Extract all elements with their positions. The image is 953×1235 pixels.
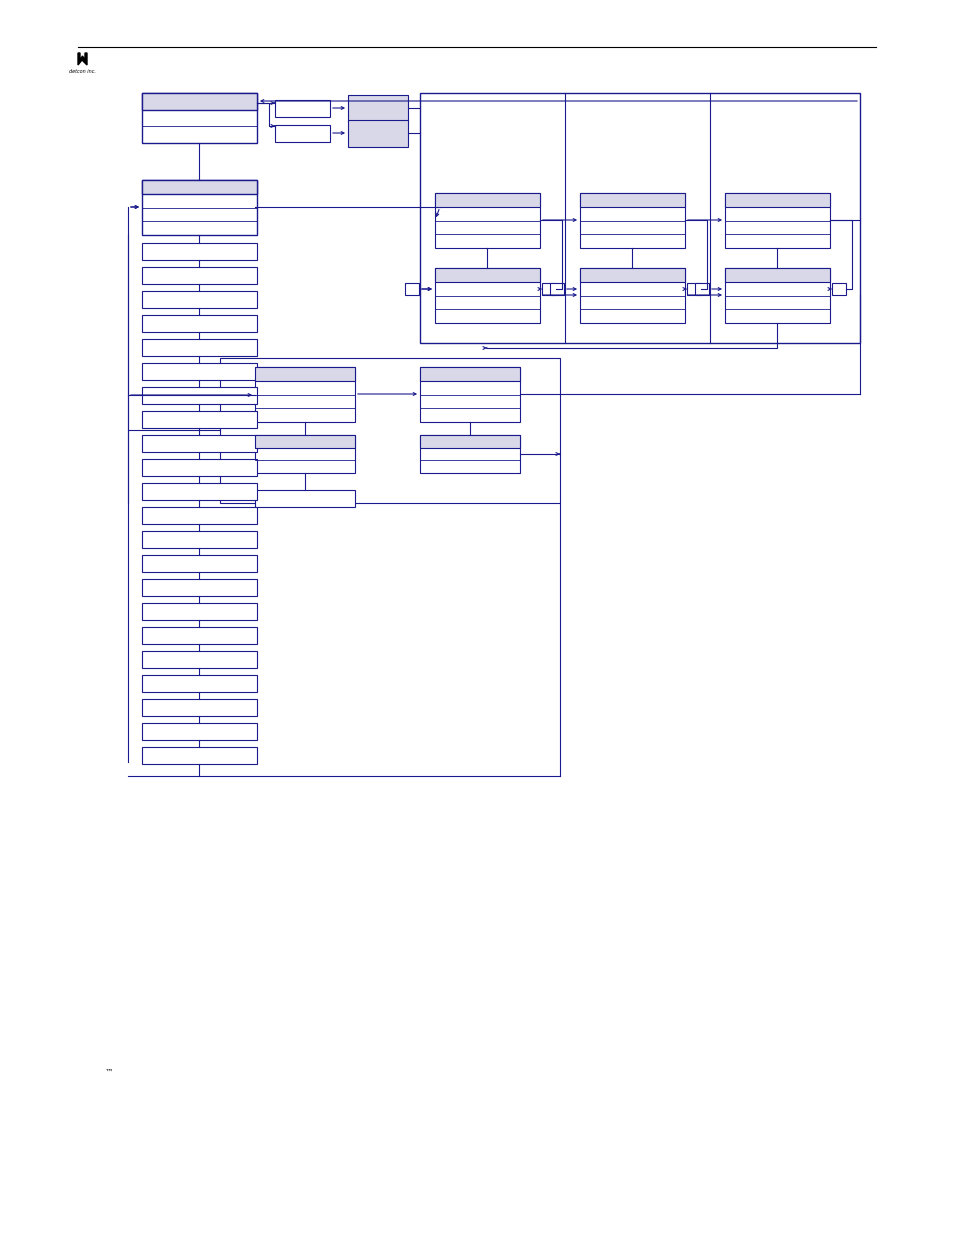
Bar [142, 459, 256, 475]
Bar [435, 193, 539, 206]
Bar [419, 435, 519, 473]
Bar [419, 367, 519, 422]
Bar [142, 243, 256, 261]
Bar [724, 193, 829, 248]
Bar [142, 531, 256, 548]
Bar [435, 268, 539, 282]
Bar [579, 193, 684, 248]
Bar [695, 283, 708, 295]
Bar [686, 283, 700, 295]
Bar [254, 435, 355, 473]
Bar [541, 283, 556, 295]
Bar [142, 508, 256, 524]
Bar [724, 193, 829, 206]
Bar [142, 651, 256, 668]
Bar [142, 676, 256, 692]
Bar [142, 267, 256, 284]
Bar [142, 699, 256, 716]
Bar [142, 627, 256, 643]
Bar [254, 435, 355, 447]
Bar [142, 435, 256, 452]
Bar [142, 93, 256, 110]
Bar [142, 555, 256, 572]
Bar [435, 268, 539, 324]
Bar [142, 387, 256, 404]
Bar [419, 93, 859, 343]
Bar [579, 268, 684, 324]
Bar [579, 268, 684, 282]
Bar [348, 95, 408, 122]
Bar [142, 291, 256, 308]
Bar [831, 283, 845, 295]
Bar [142, 579, 256, 597]
Bar [254, 367, 355, 380]
Polygon shape [78, 53, 87, 65]
Text: ™: ™ [105, 1068, 113, 1077]
Bar [142, 411, 256, 429]
Bar [254, 490, 355, 508]
Bar [142, 722, 256, 740]
Bar [274, 125, 330, 142]
Bar [142, 315, 256, 332]
Bar [435, 193, 539, 248]
Text: detcon inc.: detcon inc. [69, 68, 96, 74]
Bar [405, 283, 418, 295]
Bar [142, 180, 256, 235]
Bar [550, 283, 563, 295]
Bar [142, 363, 256, 380]
Bar [142, 180, 256, 194]
Bar [724, 268, 829, 282]
Bar [579, 193, 684, 206]
Bar [142, 603, 256, 620]
Bar [274, 100, 330, 117]
Bar [142, 483, 256, 500]
Bar [724, 268, 829, 324]
Bar [142, 338, 256, 356]
Bar [419, 367, 519, 380]
Bar [419, 435, 519, 447]
Bar [142, 747, 256, 764]
Bar [220, 358, 559, 503]
Bar [254, 367, 355, 422]
Bar [348, 120, 408, 147]
Bar [142, 93, 256, 143]
